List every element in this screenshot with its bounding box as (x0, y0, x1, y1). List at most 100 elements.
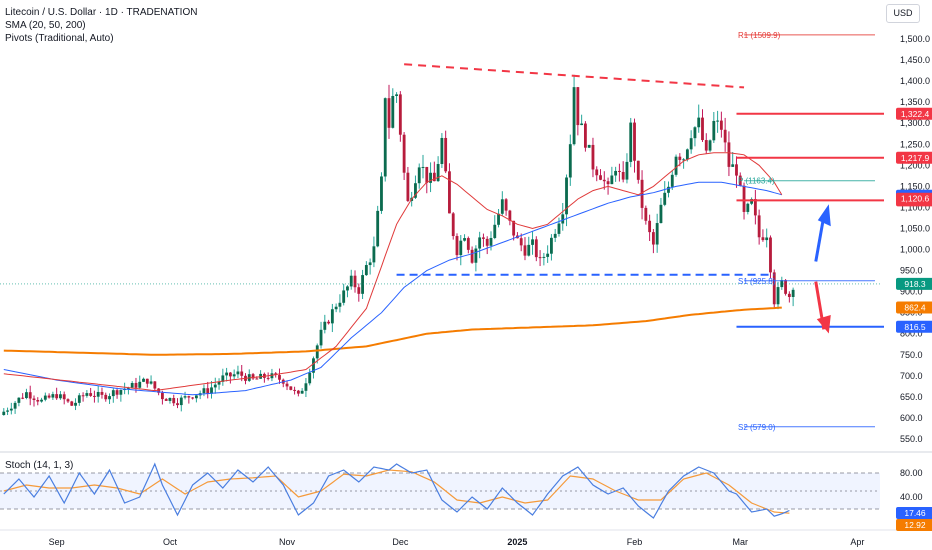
candle-body (191, 397, 195, 399)
candle (387, 84, 391, 139)
candle-body (561, 214, 565, 224)
candle-body (380, 176, 383, 211)
price-badge-label: 816.5 (904, 322, 926, 332)
candle-body (735, 164, 738, 176)
price-tick-label: 800.0 (900, 329, 923, 339)
candle (21, 393, 25, 400)
candle (25, 388, 28, 400)
candle (346, 285, 349, 298)
candle-body (304, 383, 308, 391)
candle (580, 114, 584, 126)
price-tick-label: 1,400.0 (900, 76, 930, 86)
candle-body (111, 390, 115, 397)
candle (704, 133, 708, 154)
candle-body (659, 204, 663, 224)
candle-body (255, 378, 259, 380)
candle-body (697, 117, 701, 128)
candle (119, 389, 123, 402)
candle (130, 381, 134, 388)
candle (463, 234, 466, 242)
candle (228, 372, 232, 384)
candle-body (36, 400, 40, 402)
candle-body (663, 192, 667, 205)
candle-body (187, 396, 191, 398)
stoch-legend[interactable]: Stoch (14, 1, 3) (5, 460, 74, 471)
candle-body (278, 375, 281, 380)
stoch-badge-bg (896, 519, 932, 531)
candle (168, 397, 172, 404)
candle (621, 161, 625, 183)
candle-body (485, 238, 489, 246)
candle-body (568, 144, 572, 178)
candle-body (338, 302, 342, 307)
candle-body (772, 272, 776, 305)
pivot-label: R1 (1509.9) (738, 31, 781, 40)
candle (546, 245, 550, 263)
candle-body (221, 375, 225, 382)
candle (368, 258, 372, 275)
sma-legend[interactable]: SMA (20, 50, 200) (5, 20, 86, 31)
candle (780, 276, 784, 290)
candle-body (704, 140, 708, 151)
candle-body (149, 381, 153, 384)
candle (308, 368, 312, 386)
candle (2, 408, 6, 416)
price-tick-label: 1,350.0 (900, 97, 930, 107)
time-tick-label: Sep (49, 537, 65, 547)
candle (395, 92, 398, 103)
candle-body (108, 396, 111, 400)
candle-body (96, 391, 100, 397)
candle (236, 365, 240, 379)
candle (489, 231, 493, 251)
candle-body (346, 286, 349, 291)
pivots-legend[interactable]: Pivots (Traditional, Auto) (5, 33, 114, 44)
candle-body (712, 120, 716, 141)
candle (160, 390, 164, 405)
candle-body (599, 175, 602, 180)
stoch-badge-label: 12.92 (904, 520, 926, 530)
price-badge-bg (896, 301, 932, 314)
candle-body (614, 170, 618, 176)
candle (784, 279, 787, 296)
candle-body (289, 386, 293, 390)
candle (364, 261, 368, 276)
candle (527, 236, 531, 257)
time-tick-label: 2025 (507, 537, 527, 547)
candle (327, 319, 330, 325)
currency-button[interactable]: USD (886, 4, 920, 23)
candle (142, 377, 145, 383)
candle-body (534, 239, 538, 258)
symbol-title[interactable]: Litecoin / U.S. Dollar · 1D · TRADENATIO… (5, 7, 198, 18)
candle (51, 391, 55, 400)
candle-body (300, 390, 304, 394)
candle (77, 393, 81, 406)
price-tick-label: 1,000.0 (900, 245, 930, 255)
bullish-arrow-head (817, 204, 831, 227)
candle (474, 245, 478, 272)
candle-body (40, 399, 43, 402)
candle-body (104, 394, 108, 400)
candle (451, 212, 455, 240)
candle-body (70, 401, 74, 406)
candle-body (606, 181, 610, 185)
candle-body (296, 390, 300, 394)
candle (625, 153, 629, 184)
candle-body (17, 397, 21, 403)
time-tick-label: Nov (279, 537, 296, 547)
candle (735, 156, 738, 188)
price-badge: 816.5 (896, 320, 932, 333)
candle (17, 397, 21, 407)
candle-body (557, 223, 561, 234)
candle-body (270, 373, 274, 379)
candle-body (784, 280, 787, 294)
stoch-d-line (3, 469, 790, 514)
candle-body (100, 391, 104, 395)
candle-body (25, 392, 28, 399)
candle (312, 356, 315, 379)
bullish-arrow-shaft (814, 216, 826, 262)
candle-body (55, 394, 59, 399)
price-tick-label: 1,150.0 (900, 181, 930, 191)
candle (85, 390, 89, 398)
candle-body (527, 244, 531, 256)
